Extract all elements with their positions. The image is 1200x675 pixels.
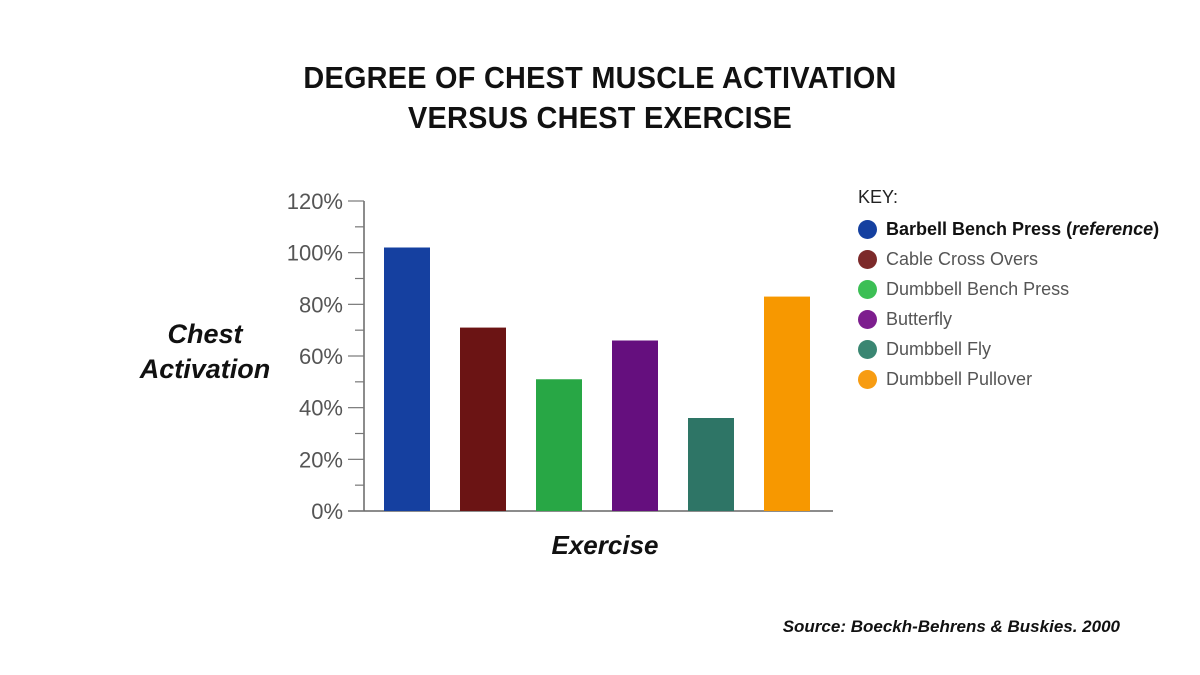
legend-label: Butterfly	[886, 308, 953, 329]
legend-label: Cable Cross Overs	[886, 248, 1039, 269]
y-tick-label: 0%	[311, 499, 343, 524]
y-tick-label: 60%	[299, 344, 343, 369]
y-tick-label: 20%	[299, 447, 343, 472]
bar-1	[460, 327, 506, 511]
chart-title: DEGREE OF CHEST MUSCLE ACTIVATION VERSUS…	[42, 58, 1158, 138]
legend-swatch	[858, 219, 877, 239]
legend-item: Dumbbell Bench Press	[858, 274, 1159, 304]
legend-title: KEY:	[858, 187, 899, 207]
legend-label: Dumbbell Fly	[886, 338, 992, 359]
legend-item: Barbell Bench Press (reference)	[858, 214, 1159, 244]
source-citation: Source: Boeckh-Behrens & Buskies. 2000	[782, 617, 1120, 636]
y-tick-label: 80%	[299, 292, 343, 317]
legend-item: Butterfly	[858, 304, 1159, 334]
y-tick-label: 120%	[287, 189, 343, 214]
legend-swatch	[858, 279, 877, 299]
legend-items: Barbell Bench Press (reference) Cable Cro…	[858, 214, 1159, 394]
chart-title-line-2: VERSUS CHEST EXERCISE	[408, 100, 792, 135]
y-axis-label: Chest Activation	[139, 319, 271, 384]
legend-item: Dumbbell Fly	[858, 334, 1159, 364]
bar-4	[688, 418, 734, 511]
legend-item: Dumbbell Pullover	[858, 364, 1159, 394]
legend-label: Dumbbell Pullover	[886, 368, 1033, 389]
y-tick-label: 40%	[299, 396, 343, 421]
x-axis-label: Exercise	[551, 530, 659, 560]
legend-label: Dumbbell Bench Press	[886, 278, 1070, 299]
legend-item: Cable Cross Overs	[858, 244, 1159, 274]
bar-3	[612, 340, 658, 511]
legend-swatch	[858, 369, 877, 389]
legend-label: Barbell Bench Press (reference)	[886, 218, 1160, 239]
legend-swatch	[858, 309, 877, 329]
chart-title-line-1: DEGREE OF CHEST MUSCLE ACTIVATION	[303, 60, 897, 95]
y-tick-label: 100%	[287, 241, 343, 266]
bar-5	[764, 296, 810, 511]
legend-swatch	[858, 249, 877, 269]
legend: KEY: Barbell Bench Press (reference) Cabl…	[858, 186, 1159, 394]
legend-swatch	[858, 339, 877, 359]
bar-2	[536, 379, 582, 511]
bar-0	[384, 247, 430, 511]
